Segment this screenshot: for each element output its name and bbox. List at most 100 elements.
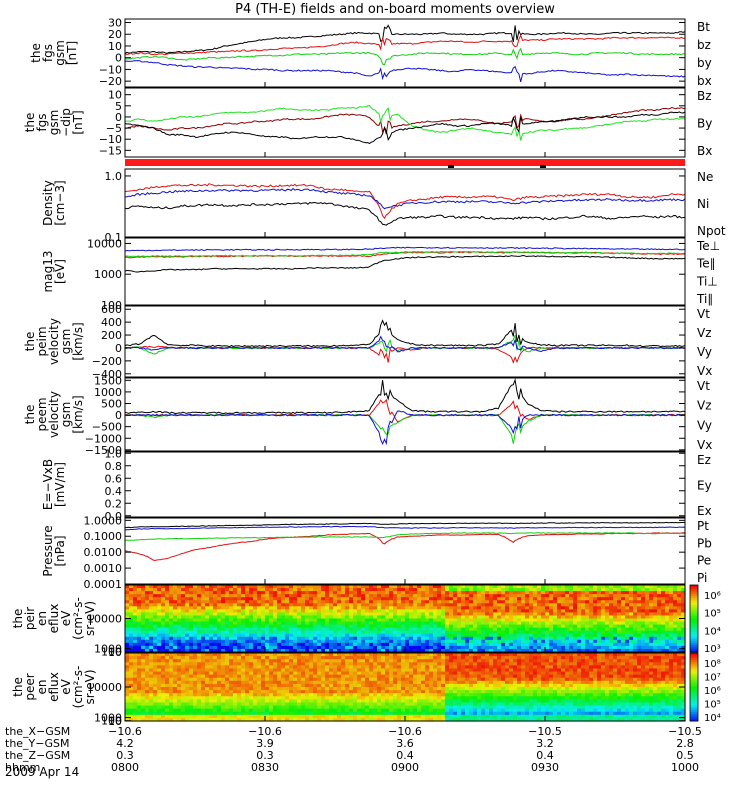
heatmap-cell bbox=[389, 585, 394, 589]
heatmap-cell bbox=[245, 624, 250, 629]
heatmap-cell bbox=[265, 705, 270, 710]
heatmap-cell bbox=[629, 603, 634, 607]
heatmap-cell bbox=[281, 591, 286, 595]
heatmap-cell bbox=[589, 597, 594, 601]
heatmap-cell bbox=[405, 594, 410, 598]
heatmap-cell bbox=[381, 717, 386, 722]
heatmap-cell bbox=[369, 659, 374, 663]
heatmap-cell bbox=[677, 648, 682, 653]
heatmap-cell bbox=[341, 612, 346, 617]
heatmap-cell bbox=[337, 600, 342, 604]
heatmap-cell bbox=[173, 677, 178, 682]
heatmap-cell bbox=[129, 621, 134, 626]
heatmap-cell bbox=[673, 612, 678, 617]
heatmap-cell bbox=[453, 588, 458, 592]
heatmap-cell bbox=[325, 680, 330, 685]
heatmap-cell bbox=[397, 717, 402, 722]
heatmap-cell bbox=[305, 615, 310, 620]
quality-flag-marker bbox=[540, 165, 546, 168]
heatmap-cell bbox=[605, 588, 610, 592]
heatmap-cell bbox=[617, 594, 622, 598]
heatmap-cell bbox=[237, 674, 242, 679]
heatmap-cell bbox=[269, 630, 274, 635]
heatmap-cell bbox=[301, 636, 306, 641]
heatmap-cell bbox=[645, 597, 650, 601]
heatmap-cell bbox=[453, 591, 458, 595]
heatmap-cell bbox=[529, 612, 534, 617]
heatmap-cell bbox=[229, 714, 234, 719]
heatmap-cell bbox=[325, 633, 330, 638]
heatmap-cell bbox=[205, 665, 210, 670]
heatmap-cell bbox=[337, 633, 342, 638]
heatmap-cell bbox=[297, 705, 302, 710]
heatmap-cell bbox=[649, 597, 654, 601]
y-axis-label-line: −dip bbox=[59, 108, 73, 137]
heatmap-cell bbox=[157, 690, 162, 694]
heatmap-cell bbox=[521, 588, 526, 592]
heatmap-cell bbox=[189, 591, 194, 595]
heatmap-cell bbox=[461, 621, 466, 626]
heatmap-cell bbox=[209, 603, 214, 607]
series-ne-line bbox=[124, 183, 686, 220]
heatmap-cell bbox=[261, 597, 266, 601]
heatmap-cell bbox=[345, 671, 350, 676]
heatmap-cell bbox=[453, 597, 458, 601]
heatmap-cell bbox=[213, 680, 218, 685]
heatmap-cell bbox=[301, 662, 306, 666]
heatmap-cell bbox=[289, 693, 294, 697]
heatmap-cell bbox=[181, 662, 186, 666]
heatmap-cell bbox=[649, 630, 654, 635]
heatmap-cell bbox=[245, 708, 250, 713]
heatmap-cell bbox=[473, 633, 478, 638]
heatmap-cell bbox=[357, 636, 362, 641]
heatmap-cell bbox=[277, 633, 282, 638]
heatmap-cell bbox=[189, 606, 194, 610]
y-axis-label-line: the bbox=[23, 405, 37, 425]
heatmap-cell bbox=[441, 603, 446, 607]
heatmap-cell bbox=[133, 705, 138, 710]
heatmap-cell bbox=[137, 696, 142, 700]
heatmap-cell bbox=[369, 591, 374, 595]
heatmap-cell bbox=[157, 600, 162, 604]
heatmap-cell bbox=[357, 702, 362, 707]
heatmap-cell bbox=[397, 609, 402, 614]
heatmap-cell bbox=[229, 677, 234, 682]
heatmap-cell bbox=[525, 621, 530, 626]
heatmap-cell bbox=[353, 606, 358, 610]
heatmap-cell bbox=[589, 600, 594, 604]
heatmap-cell bbox=[341, 636, 346, 641]
heatmap-cell bbox=[145, 665, 150, 670]
heatmap-cell bbox=[185, 708, 190, 713]
heatmap-cell bbox=[201, 683, 206, 688]
heatmap-cell bbox=[469, 627, 474, 632]
heatmap-cell bbox=[553, 603, 558, 607]
heatmap-cell bbox=[469, 621, 474, 626]
heatmap-cell bbox=[297, 714, 302, 719]
heatmap-cell bbox=[197, 693, 202, 697]
heatmap-cell bbox=[193, 594, 198, 598]
heatmap-cell bbox=[361, 621, 366, 626]
heatmap-cell bbox=[305, 639, 310, 644]
heatmap-cell bbox=[377, 671, 382, 676]
heatmap-cell bbox=[253, 656, 258, 660]
heatmap-cell bbox=[197, 585, 202, 589]
heatmap-cell bbox=[621, 648, 626, 653]
heatmap-cell bbox=[129, 600, 134, 604]
heatmap-cell bbox=[153, 717, 158, 722]
heatmap-cell bbox=[429, 600, 434, 604]
heatmap-cell bbox=[161, 639, 166, 644]
heatmap-cell bbox=[293, 702, 298, 707]
heatmap-cell bbox=[617, 624, 622, 629]
heatmap-cell bbox=[273, 597, 278, 601]
heatmap-cell bbox=[233, 668, 238, 673]
heatmap-cell bbox=[581, 591, 586, 595]
y-tick-label: 10 bbox=[108, 646, 122, 659]
heatmap-cell bbox=[281, 624, 286, 629]
heatmap-cell bbox=[377, 606, 382, 610]
heatmap-cell bbox=[177, 618, 182, 623]
heatmap-cell bbox=[429, 603, 434, 607]
heatmap-cell bbox=[293, 612, 298, 617]
heatmap-cell bbox=[369, 630, 374, 635]
heatmap-cell bbox=[149, 624, 154, 629]
heatmap-cell bbox=[181, 705, 186, 710]
